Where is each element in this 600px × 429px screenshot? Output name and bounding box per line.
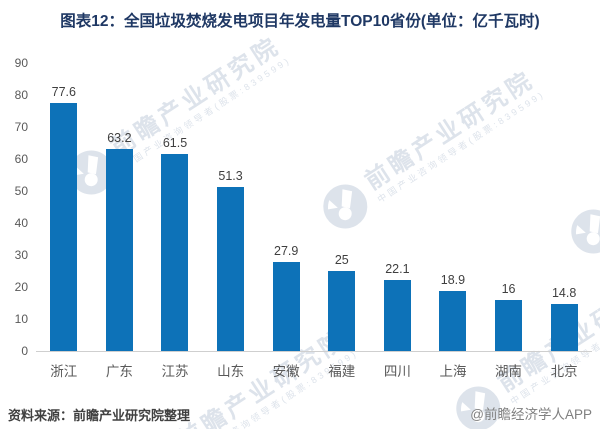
bar (550, 303, 578, 351)
x-axis-label: 浙江 (50, 364, 78, 379)
bar-column: 27.9 (258, 63, 314, 351)
bar-value-label: 27.9 (274, 243, 299, 258)
y-tick-label: 60 (14, 152, 28, 166)
bar-column: 61.5 (147, 63, 203, 351)
x-axis-label: 山东 (217, 364, 245, 379)
bar (50, 102, 78, 351)
bar-value-label: 16 (501, 281, 516, 296)
bar (105, 148, 133, 351)
x-axis-label: 湖南 (495, 364, 523, 379)
bar-value-label: 51.3 (218, 168, 243, 183)
credit-note: @前瞻经济学人APP (470, 407, 592, 422)
bar-column: 14.8 (536, 63, 592, 351)
y-tick-label: 50 (14, 184, 28, 198)
y-tick-label: 30 (14, 248, 28, 262)
bar-series: 77.6 63.2 61.5 51.3 27.9 25 22.1 18.9 16 14.8 (36, 63, 592, 351)
y-tick-label: 80 (14, 88, 28, 102)
bar-column: 63.2 (92, 63, 148, 351)
x-axis-label: 安徽 (272, 364, 300, 379)
bar-column: 16 (481, 63, 537, 351)
x-axis-label: 四川 (383, 364, 411, 379)
x-axis-label: 广东 (105, 364, 133, 379)
bar-value-label: 22.1 (385, 262, 410, 277)
bar-column: 22.1 (370, 63, 426, 351)
x-axis-label: 福建 (328, 364, 356, 379)
bar-value-label: 18.9 (440, 272, 466, 287)
bar (217, 186, 245, 351)
bar (495, 299, 523, 351)
y-tick-label: 90 (14, 56, 28, 70)
y-axis: 90 80 70 60 50 40 30 20 10 0 (0, 56, 28, 358)
bar-value-label: 63.2 (107, 130, 132, 145)
bar-value-label: 77.6 (51, 84, 76, 99)
y-tick-label: 0 (21, 344, 28, 358)
bar-value-label: 61.5 (162, 136, 188, 151)
y-tick-label: 40 (14, 216, 28, 230)
bar (328, 271, 356, 351)
bar (383, 280, 411, 351)
bar-column: 18.9 (425, 63, 481, 351)
chart-title: 图表12：全国垃圾焚烧发电项目年发电量TOP10省份(单位：亿千瓦时) (60, 13, 540, 30)
x-axis-label: 北京 (550, 364, 578, 379)
x-axis: 浙江 广东 江苏 山东 安徽 福建 四川 上海 湖南 北京 (36, 360, 592, 380)
plot-area: 77.6 63.2 61.5 51.3 27.9 25 22.1 18.9 16 14.8 (36, 63, 592, 352)
x-axis-label: 上海 (439, 364, 467, 379)
bar (439, 290, 467, 351)
bar-column: 77.6 (36, 63, 92, 351)
bar-value-label: 14.8 (551, 285, 577, 300)
bar-column: 25 (314, 63, 370, 351)
bar-value-label: 25 (334, 253, 349, 267)
x-axis-label: 江苏 (161, 364, 189, 379)
y-tick-label: 70 (14, 120, 28, 134)
y-tick-label: 20 (14, 280, 28, 294)
y-tick-label: 10 (14, 312, 28, 326)
bar (272, 261, 300, 351)
bar-column: 51.3 (203, 63, 259, 351)
source-note: 资料来源：前瞻产业研究院整理 (8, 408, 191, 423)
bar (161, 154, 189, 351)
